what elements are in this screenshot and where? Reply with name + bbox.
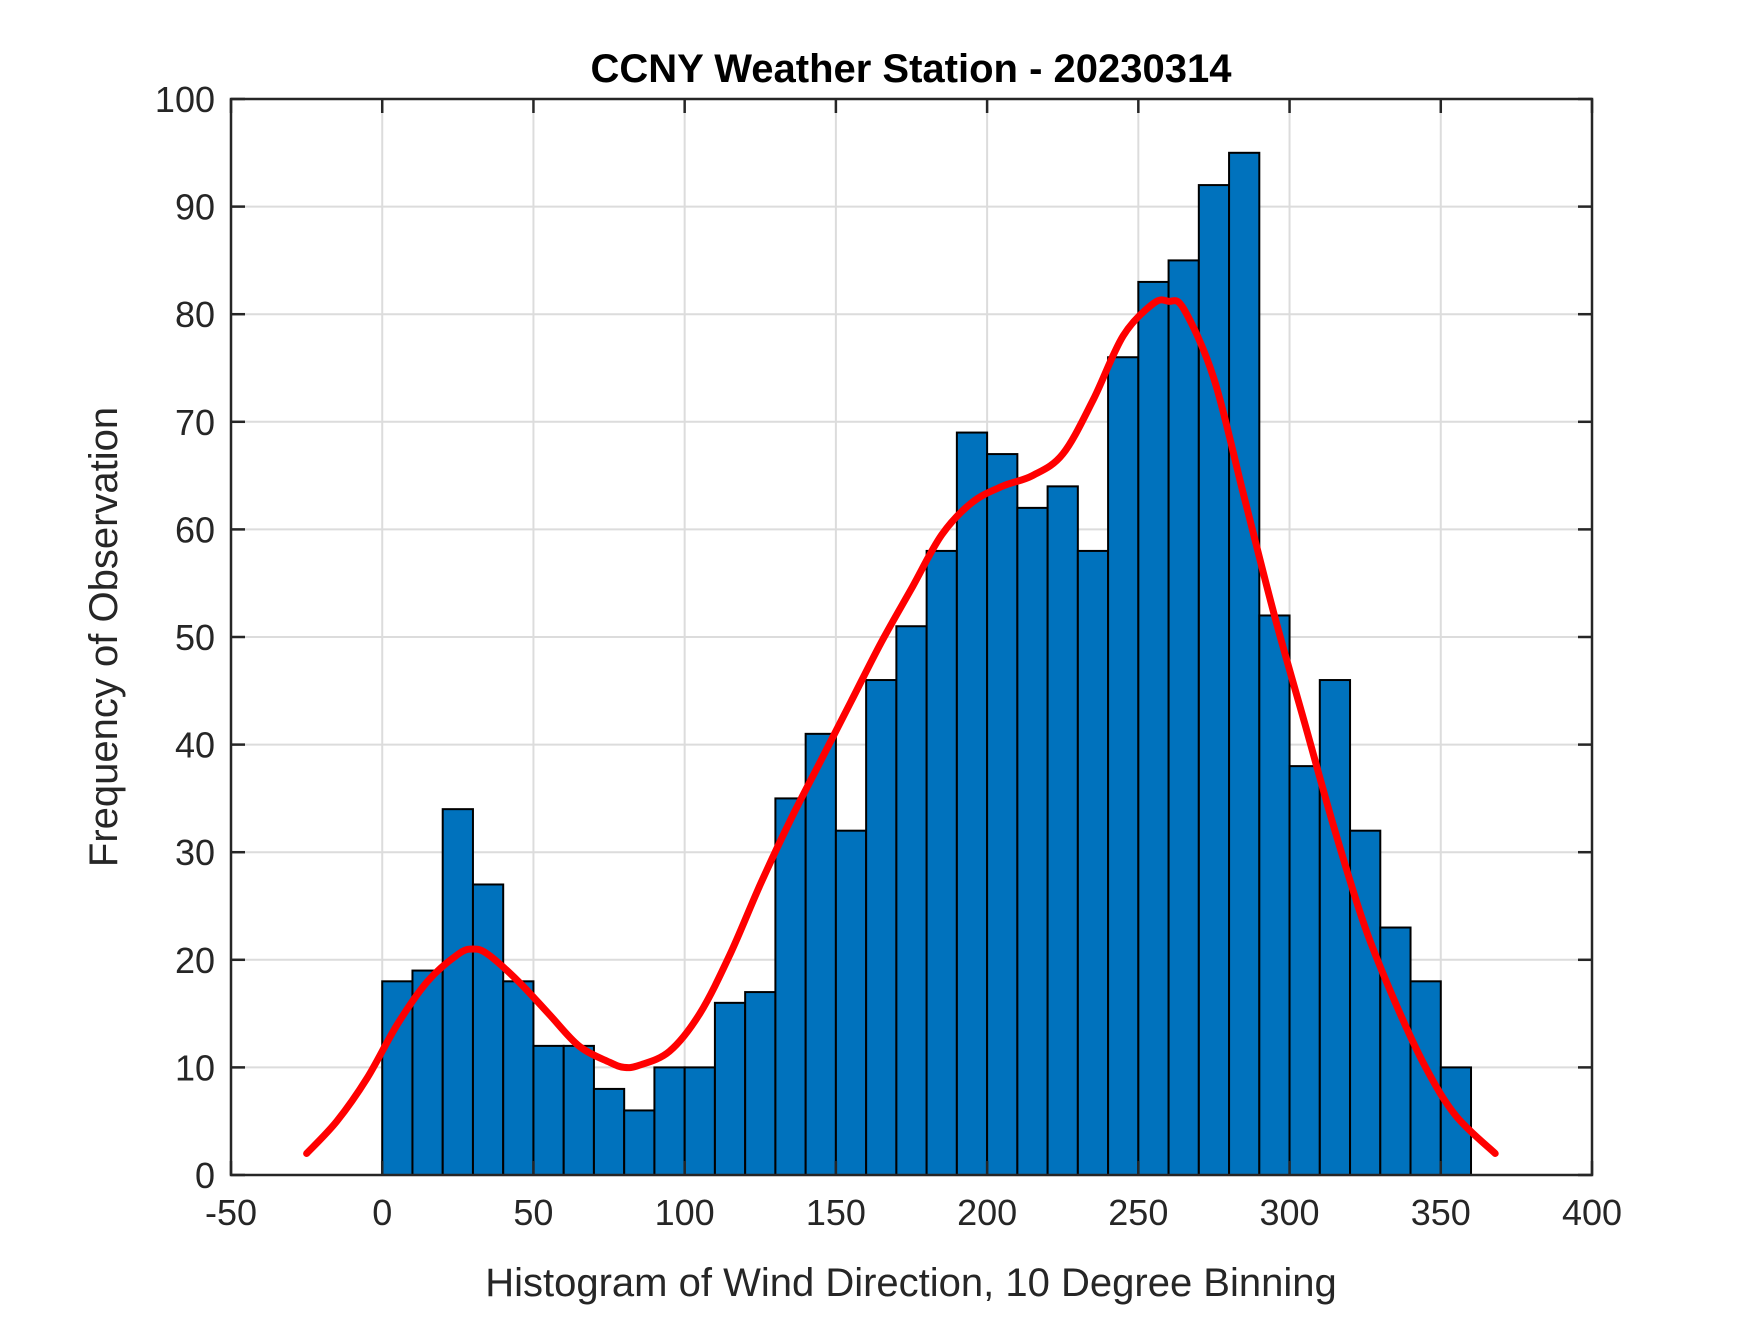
histogram-bar bbox=[774, 797, 807, 1177]
x-tick-label: 300 bbox=[1260, 1192, 1320, 1233]
histogram-bar bbox=[683, 1066, 716, 1177]
tick-labels: -50 0 50 100 150 200 250 300 350 4000102030405060… bbox=[155, 79, 1622, 1233]
y-tick-label: 30 bbox=[175, 832, 215, 873]
y-tick-label: 0 bbox=[195, 1155, 215, 1196]
x-tick-label: 0 bbox=[372, 1192, 392, 1233]
histogram-bar bbox=[804, 732, 837, 1177]
histogram-bar bbox=[411, 969, 444, 1176]
histogram-bar bbox=[1167, 259, 1200, 1176]
axes bbox=[229, 97, 1594, 1177]
histogram-bar bbox=[834, 829, 868, 1176]
histogram-bar bbox=[1318, 679, 1352, 1176]
histogram-bar bbox=[1228, 151, 1261, 1177]
histogram-bar bbox=[502, 980, 535, 1176]
histogram-bar bbox=[925, 549, 958, 1176]
histogram-bar bbox=[986, 453, 1019, 1176]
x-tick-label: -50 bbox=[205, 1192, 257, 1233]
chart-title: CCNY Weather Station - 20230314 bbox=[591, 47, 1233, 91]
x-tick-label: 400 bbox=[1562, 1192, 1622, 1233]
histogram-bar bbox=[1107, 356, 1140, 1176]
histogram-bar bbox=[1137, 280, 1170, 1177]
y-axis-title: Frequency of Observation bbox=[82, 407, 126, 867]
y-tick-label: 90 bbox=[175, 187, 215, 228]
y-tick-label: 50 bbox=[175, 617, 215, 658]
histogram-bar bbox=[1016, 506, 1049, 1176]
histogram-bar bbox=[532, 1044, 565, 1176]
histogram-bar bbox=[865, 679, 898, 1176]
histogram-bar bbox=[653, 1066, 686, 1177]
x-axis-title: Histogram of Wind Direction, 10 Degree B… bbox=[485, 1261, 1337, 1305]
y-tick-label: 40 bbox=[175, 725, 215, 766]
x-tick-label: 350 bbox=[1411, 1192, 1471, 1233]
histogram-bar bbox=[1076, 549, 1110, 1176]
histogram-bars bbox=[381, 151, 1473, 1177]
histogram-bar bbox=[562, 1044, 595, 1176]
histogram-bar bbox=[441, 808, 474, 1176]
x-tick-label: 250 bbox=[1108, 1192, 1168, 1233]
histogram-bar bbox=[1379, 926, 1412, 1177]
y-tick-label: 100 bbox=[155, 79, 215, 120]
histogram-bar bbox=[1349, 829, 1382, 1176]
histogram-bar bbox=[592, 1087, 626, 1177]
y-tick-label: 80 bbox=[175, 294, 215, 335]
y-tick-label: 20 bbox=[175, 940, 215, 981]
histogram-bar bbox=[1258, 614, 1291, 1176]
y-tick-label: 60 bbox=[175, 509, 215, 550]
histogram-bar bbox=[471, 883, 505, 1176]
histogram-bar bbox=[955, 431, 989, 1176]
x-tick-label: 50 bbox=[513, 1192, 553, 1233]
y-tick-label: 10 bbox=[175, 1047, 215, 1088]
x-tick-label: 150 bbox=[806, 1192, 866, 1233]
histogram-bar bbox=[1409, 980, 1442, 1176]
histogram-bar bbox=[1046, 485, 1079, 1176]
x-tick-label: 100 bbox=[655, 1192, 715, 1233]
histogram-bar bbox=[744, 991, 777, 1177]
histogram-bar bbox=[1288, 765, 1321, 1176]
density-curve bbox=[303, 296, 1499, 1157]
y-tick-label: 70 bbox=[175, 402, 215, 443]
x-tick-label: 200 bbox=[957, 1192, 1017, 1233]
histogram-bar bbox=[895, 625, 928, 1176]
density-curve-layer bbox=[303, 296, 1499, 1157]
histogram-bar bbox=[623, 1109, 656, 1176]
histogram-bar bbox=[1197, 184, 1231, 1176]
histogram-bar bbox=[713, 1001, 747, 1177]
